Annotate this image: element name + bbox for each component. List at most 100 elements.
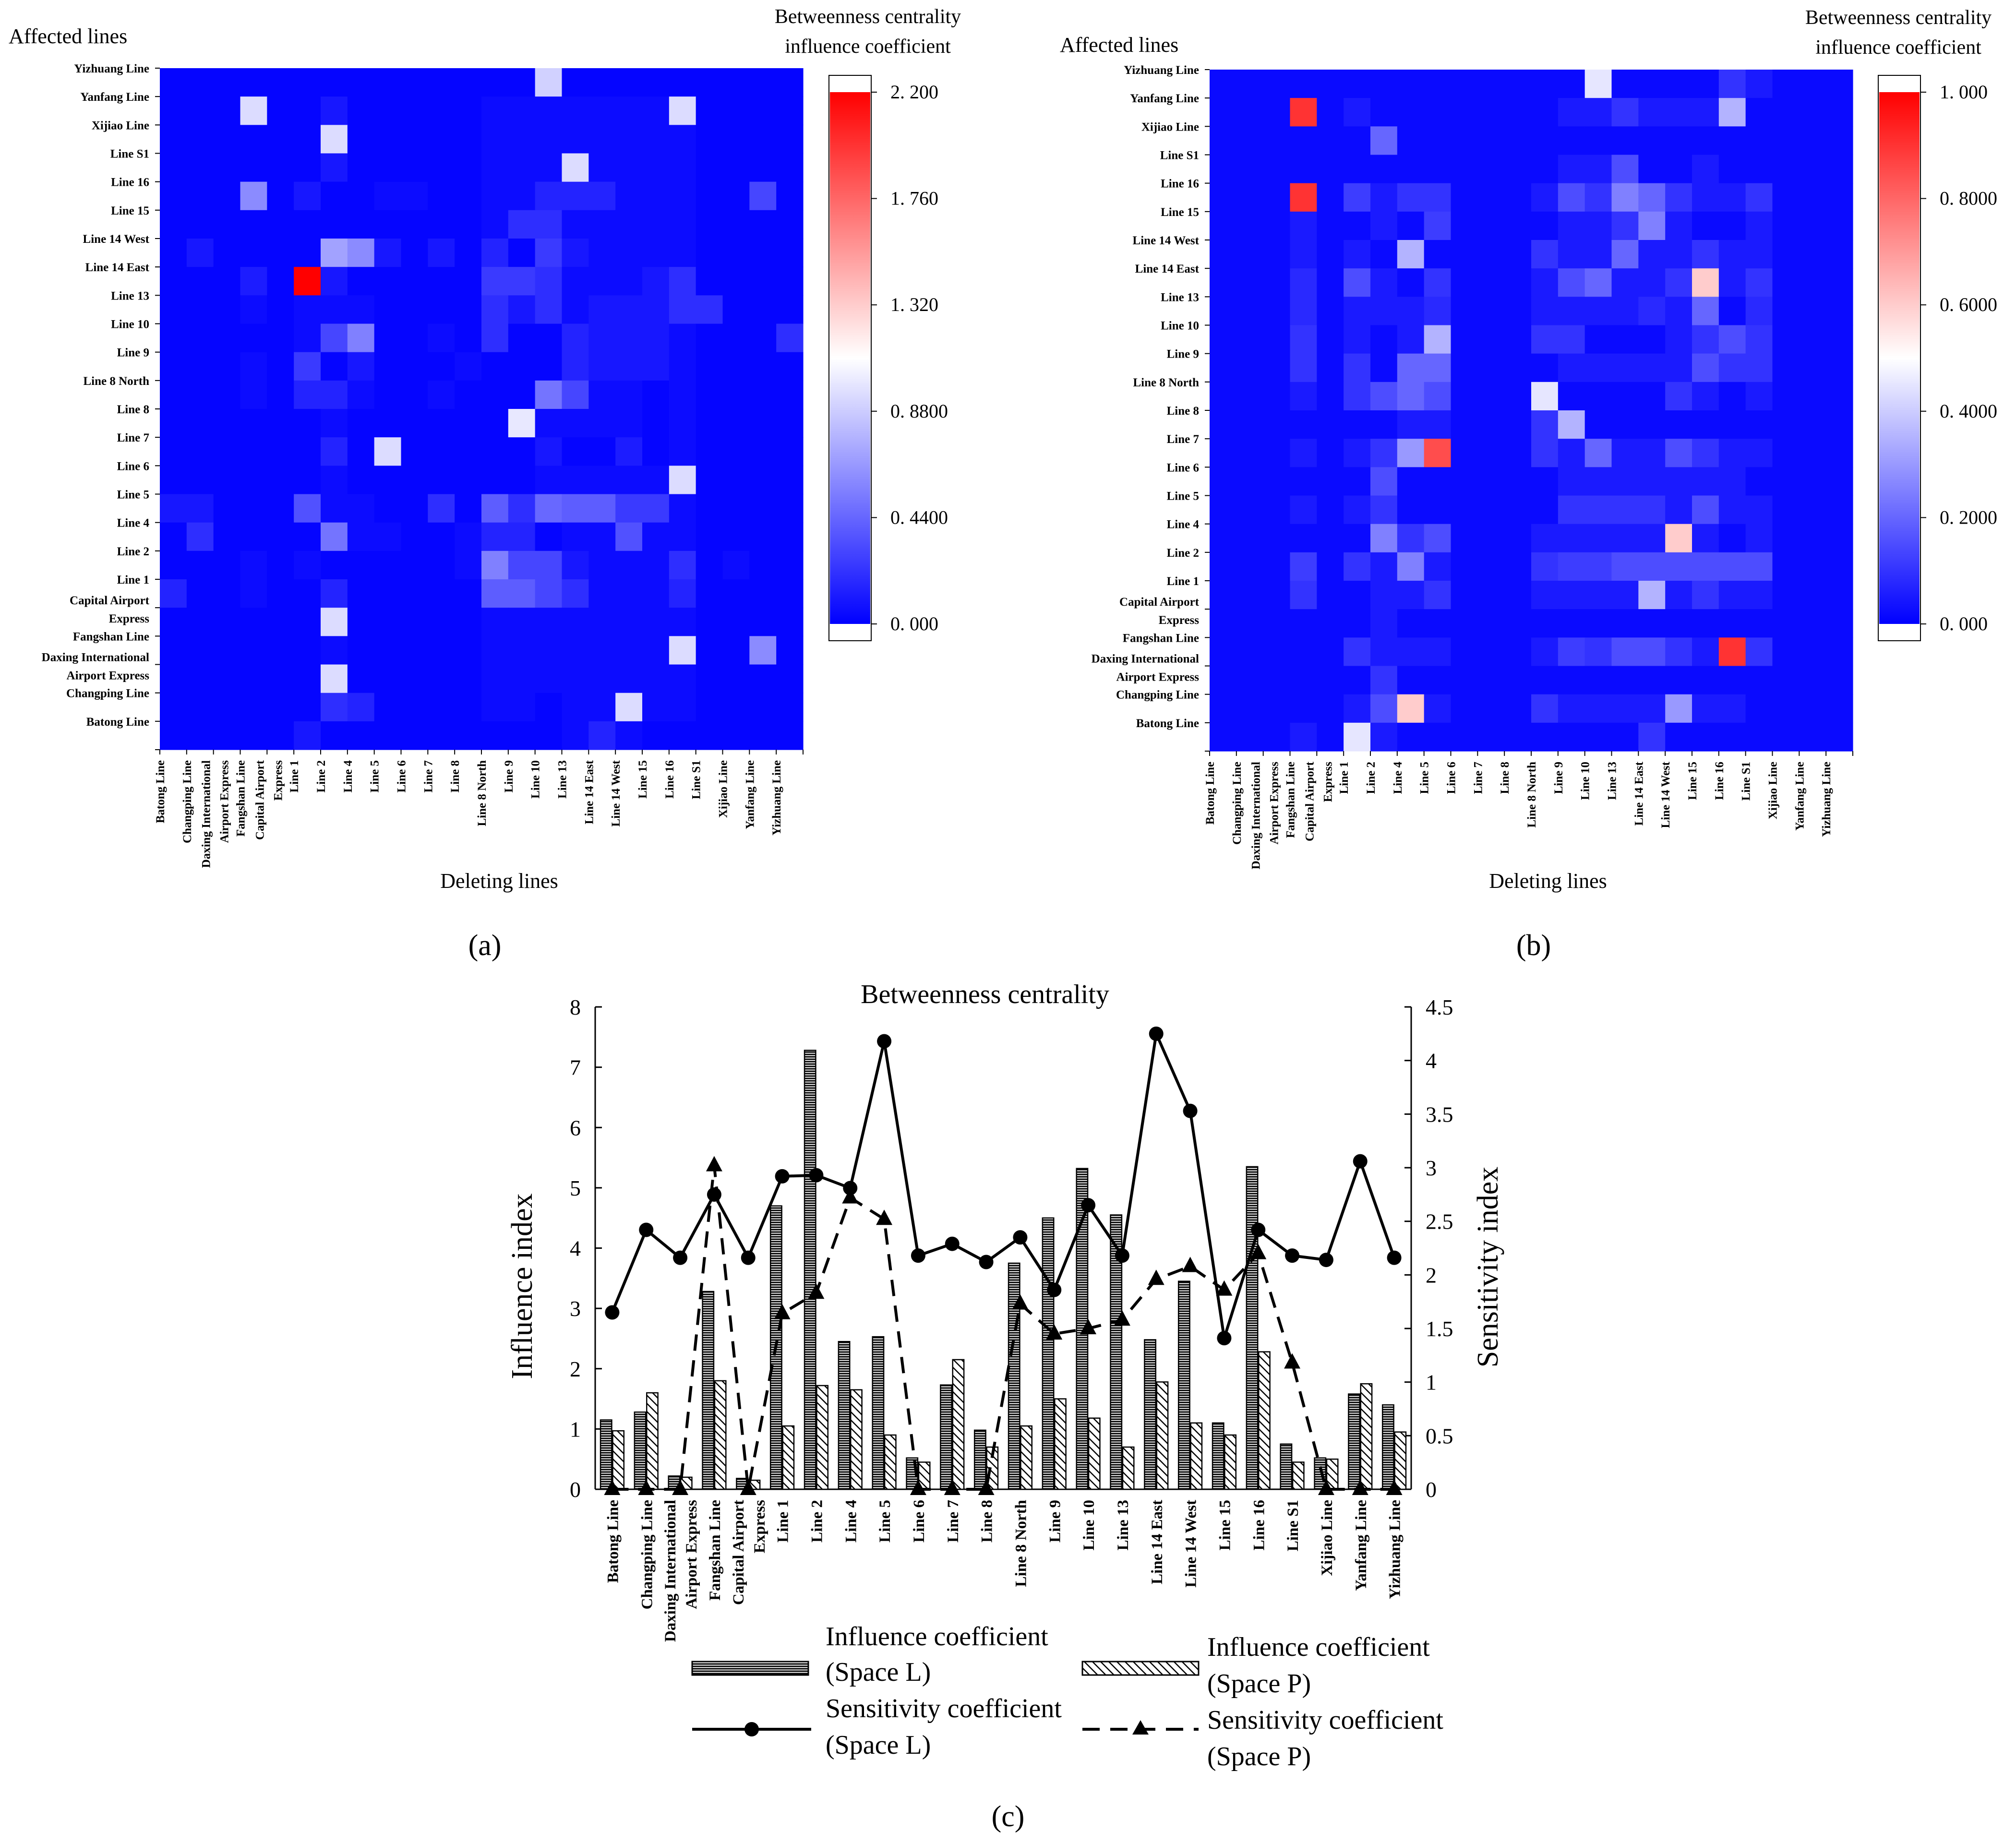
heatmap-b-cell xyxy=(1451,268,1478,297)
heatmap-b-cell xyxy=(1584,325,1612,354)
heatmap-b-cell xyxy=(1317,155,1344,184)
heatmap-a-cell xyxy=(374,522,402,551)
colorbar-b-tick-label: 0. 000 xyxy=(1940,613,1988,634)
heatmap-b-cell xyxy=(1477,609,1505,638)
heatmap-b-cell xyxy=(1477,637,1505,667)
heatmap-a-cell xyxy=(481,239,509,267)
heatmap-b-cell xyxy=(1477,297,1505,326)
heatmap-a-cell xyxy=(267,380,294,409)
heatmap-b-cell xyxy=(1799,439,1826,467)
heatmap-a-cell xyxy=(588,68,616,97)
heatmap-a-cell xyxy=(696,608,723,636)
heatmap-a-cell xyxy=(722,323,750,353)
heatmap-a-cell xyxy=(669,494,696,523)
heatmap-b-cell xyxy=(1317,439,1344,467)
heatmap-a-cell xyxy=(588,664,616,694)
legend-label-line-p-line2: (Space P) xyxy=(1207,1742,1311,1771)
colorbar-b-tick-label: 0. 4000 xyxy=(1940,400,1997,422)
heatmap-a-cell xyxy=(722,522,750,551)
heatmap-a-cell xyxy=(428,352,455,381)
heatmap-b-cell xyxy=(1477,98,1505,127)
heatmap-a-cell xyxy=(588,693,616,722)
heatmap-b-cell xyxy=(1370,297,1398,326)
marker-space-l xyxy=(1115,1248,1129,1263)
heatmap-a-cell xyxy=(213,522,241,551)
heatmap-a-cell xyxy=(615,153,643,182)
heatmap-a-cell xyxy=(347,323,375,353)
heatmap-a-cell xyxy=(776,437,804,466)
heatmap-b-cell xyxy=(1692,722,1719,752)
heatmap-a-cell xyxy=(321,693,348,722)
heatmap-a-cell xyxy=(428,409,455,438)
heatmap-a-cell xyxy=(267,239,294,267)
heatmap-a-cell xyxy=(562,494,589,523)
heatmap-a-cell xyxy=(722,437,750,466)
heatmap-a-row-label: Xijiao Line xyxy=(92,119,149,132)
heatmap-b-cell xyxy=(1236,495,1264,525)
heatmap-b-cell xyxy=(1424,126,1452,156)
heatmap-a-cell xyxy=(481,579,509,608)
heatmap-a-cell xyxy=(455,409,482,438)
heatmap-b-cell xyxy=(1772,126,1800,156)
heatmap-b-cell xyxy=(1531,495,1559,525)
heatmap-a-cell xyxy=(347,352,375,381)
colorbar-b-tick-label: 0. 8000 xyxy=(1940,188,1997,209)
bar-space-p xyxy=(1292,1461,1305,1490)
heatmap-a-cell xyxy=(642,267,670,296)
heatmap-b-cell xyxy=(1236,694,1264,723)
heatmap-b-cell xyxy=(1692,98,1719,127)
heatmap-b-cell xyxy=(1692,268,1719,297)
marker-space-l xyxy=(1251,1222,1266,1237)
heatmap-a-cell xyxy=(240,96,267,125)
heatmap-b-cell xyxy=(1317,637,1344,667)
heatmap-b-cell xyxy=(1451,467,1478,496)
heatmap-a-cell xyxy=(642,409,670,438)
heatmap-b-cell xyxy=(1344,666,1371,695)
heatmap-a-cell xyxy=(455,608,482,636)
heatmap-a-cell xyxy=(240,323,267,353)
heatmap-a-column-label: Line 1 xyxy=(288,760,301,792)
bar-space-p xyxy=(1156,1381,1169,1490)
heatmap-b-cell xyxy=(1611,211,1639,240)
heatmap-b-row-label: Changping Line xyxy=(1116,689,1199,702)
bar-space-l xyxy=(804,1050,816,1490)
heatmap-a-cell xyxy=(669,608,696,636)
heatmap-b-cell xyxy=(1799,183,1826,212)
heatmap-a-cell xyxy=(428,608,455,636)
chart-c-right-tick-label: 2 xyxy=(1426,1263,1437,1287)
heatmap-a-cell xyxy=(321,153,348,182)
heatmap-b-cell xyxy=(1263,183,1291,212)
heatmap-a-cell xyxy=(267,125,294,154)
heatmap-b-cell xyxy=(1718,609,1746,638)
heatmap-b-cell xyxy=(1772,694,1800,723)
heatmap-b-row-label: Line 15 xyxy=(1161,206,1199,219)
heatmap-b-cell xyxy=(1772,609,1800,638)
heatmap-a-cell xyxy=(213,210,241,239)
heatmap-b-cell xyxy=(1638,240,1666,269)
heatmap-a-cell xyxy=(562,210,589,239)
heatmap-a-cell xyxy=(508,352,536,381)
heatmap-a-cell xyxy=(160,494,187,523)
heatmap-a-cell xyxy=(160,380,187,409)
heatmap-b-cell xyxy=(1584,495,1612,525)
heatmap-b-cell xyxy=(1692,637,1719,667)
heatmap-a-cell xyxy=(455,636,482,665)
heatmap-b-cell xyxy=(1344,126,1371,156)
heatmap-a-cell xyxy=(749,721,777,750)
heatmap-b-cell xyxy=(1584,609,1612,638)
bar-space-l xyxy=(973,1429,986,1490)
heatmap-b-cell xyxy=(1718,70,1746,98)
heatmap-b-cell xyxy=(1477,240,1505,269)
heatmap-a-cell xyxy=(642,579,670,608)
heatmap-b-cell xyxy=(1745,410,1773,439)
chart-c-category-label: Xijiao Line xyxy=(1319,1500,1336,1576)
heatmap-b-cell xyxy=(1745,240,1773,269)
heatmap-a-cell xyxy=(321,68,348,97)
heatmap-b-cell xyxy=(1558,70,1585,98)
heatmap-b-cell xyxy=(1772,410,1800,439)
heatmap-b-cell xyxy=(1236,268,1264,297)
heatmap-b-cell xyxy=(1638,495,1666,525)
heatmap-a-column-label: Line 7 xyxy=(422,760,435,792)
heatmap-a-cell xyxy=(722,210,750,239)
heatmap-b-cell xyxy=(1397,410,1425,439)
